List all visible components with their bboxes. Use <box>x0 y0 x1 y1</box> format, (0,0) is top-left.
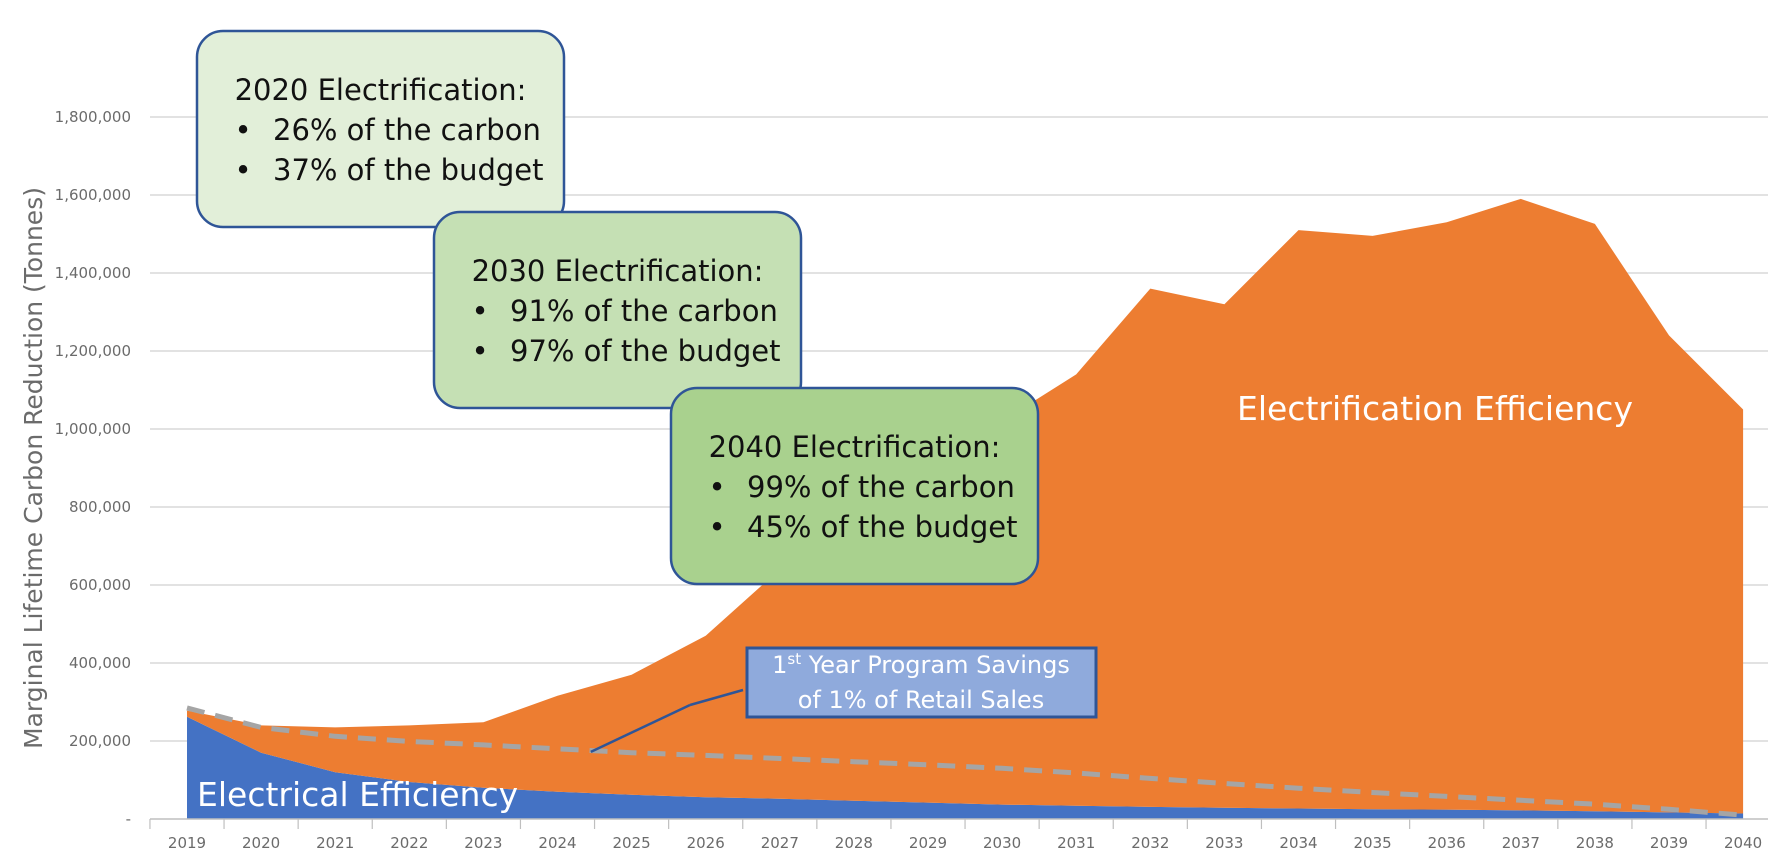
y-tick-label: 1,400,000 <box>55 264 131 282</box>
callout-box <box>195 29 566 229</box>
y-tick-label: 1,600,000 <box>55 186 131 204</box>
callout-bullet-dot: • <box>471 334 488 368</box>
x-tick-label: 2024 <box>538 834 576 852</box>
y-tick-label: 200,000 <box>69 732 131 750</box>
x-tick-label: 2022 <box>390 834 428 852</box>
reference-line <box>186 705 1744 818</box>
x-tick-label: 2040 <box>1724 834 1762 852</box>
x-tick-label: 2030 <box>983 834 1021 852</box>
x-tick-label: 2019 <box>168 834 206 852</box>
x-tick-label: 2025 <box>613 834 651 852</box>
series-label-electrical: Electrical Efficiency <box>197 775 518 814</box>
callout-bullet: 45% of the budget <box>747 510 1017 544</box>
savings-box-line2: of 1% of Retail Sales <box>798 686 1045 714</box>
y-tick-label: - <box>126 810 131 828</box>
callout-bullet-dot: • <box>234 113 251 147</box>
x-tick-label: 2037 <box>1502 834 1540 852</box>
x-tick-label: 2032 <box>1131 834 1169 852</box>
savings-callout: 1st Year Program Savings of 1% of Retail… <box>590 646 1098 754</box>
callout-title: 2020 Electrification: <box>235 73 527 107</box>
callout-3: 2040 Electrification: • 99% of the carbon •… <box>669 386 1040 586</box>
x-tick-label: 2039 <box>1650 834 1688 852</box>
callout-title: 2030 Electrification: <box>472 254 764 288</box>
x-tick-label: 2029 <box>909 834 947 852</box>
callout-title: 2040 Electrification: <box>709 430 1001 464</box>
callout-bullet-dot: • <box>708 510 725 544</box>
y-tick-label: 600,000 <box>69 576 131 594</box>
callout-bullet: 99% of the carbon <box>747 470 1015 504</box>
y-tick-label: 1,000,000 <box>55 420 131 438</box>
y-axis-label: Marginal Lifetime Carbon Reduction (Tonn… <box>19 187 48 749</box>
callout-bullet-dot: • <box>708 470 725 504</box>
x-tick-label: 2034 <box>1279 834 1317 852</box>
callout-bullet: 97% of the budget <box>510 334 780 368</box>
savings-box <box>745 646 1098 719</box>
x-tick-label: 2023 <box>464 834 502 852</box>
callout-bullet-dot: • <box>471 294 488 328</box>
x-tick-label: 2027 <box>761 834 799 852</box>
savings-pointer-line <box>590 703 691 754</box>
area-electrical-efficiency <box>187 716 1744 819</box>
savings-box-line1: 1st Year Program Savings <box>772 650 1070 679</box>
x-tick-label: 2031 <box>1057 834 1095 852</box>
callout-bullet-dot: • <box>234 153 251 187</box>
x-tick-label: 2033 <box>1205 834 1243 852</box>
callout-2: 2030 Electrification: • 91% of the carbon •… <box>432 210 803 410</box>
callout-bullet: 26% of the carbon <box>273 113 541 147</box>
x-axis-ticks: 2019 2020 2021 2022 2023 2024 2025 2026 2027 2028… <box>149 819 1762 852</box>
callout-box <box>432 210 803 410</box>
x-tick-label: 2035 <box>1354 834 1392 852</box>
x-tick-label: 2026 <box>687 834 725 852</box>
savings-pointer-line-2 <box>689 688 744 707</box>
x-tick-label: 2020 <box>242 834 280 852</box>
callout-bullet: 37% of the budget <box>273 153 543 187</box>
x-tick-label: 2028 <box>835 834 873 852</box>
callout-box <box>669 386 1040 586</box>
x-tick-label: 2038 <box>1576 834 1614 852</box>
callout-bullet: 91% of the carbon <box>510 294 778 328</box>
series-label-electrification: Electrification Efficiency <box>1237 389 1633 428</box>
y-tick-label: 1,200,000 <box>55 342 131 360</box>
callout-1: 2020 Electrification: • 26% of the carbon •… <box>195 29 566 229</box>
x-tick-label: 2036 <box>1428 834 1466 852</box>
y-tick-label: 400,000 <box>69 654 131 672</box>
reference-line-group <box>186 705 1744 818</box>
y-axis-ticks: - 200,000 400,000 600,000 800,000 1,000,000 1,… <box>55 108 131 828</box>
y-tick-label: 800,000 <box>69 498 131 516</box>
x-tick-label: 2021 <box>316 834 354 852</box>
callout-boxes: 2020 Electrification: • 26% of the carbon •… <box>195 29 1040 586</box>
y-tick-label: 1,800,000 <box>55 108 131 126</box>
